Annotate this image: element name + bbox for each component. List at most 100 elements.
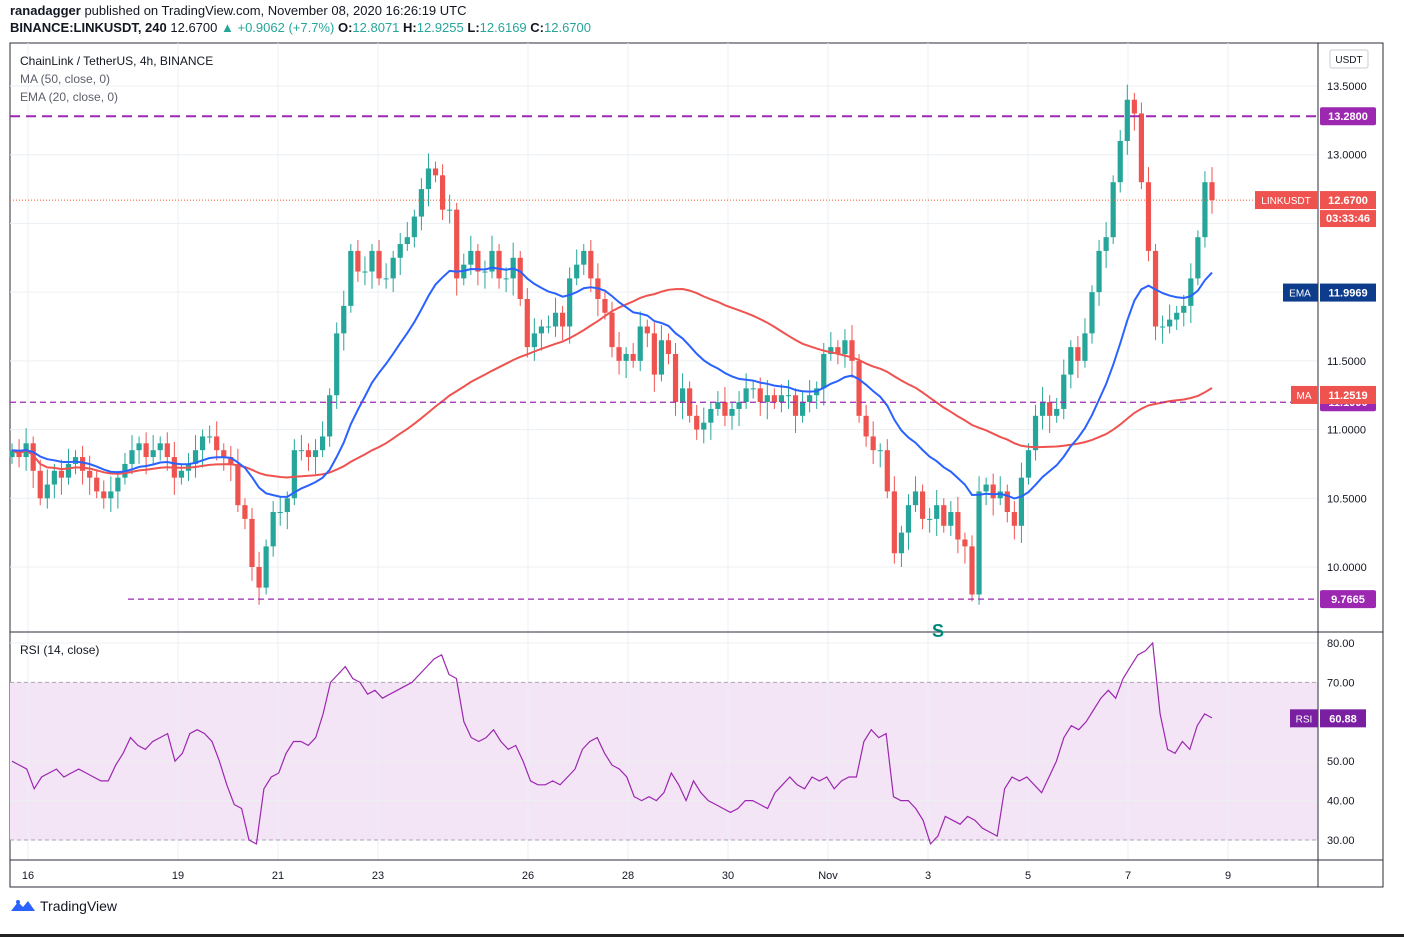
level-tag [1320,107,1376,126]
candle-body [454,209,460,279]
candle-body [687,388,693,416]
ema-legend: EMA (20, close, 0) [20,90,118,104]
candle-body [1188,278,1194,306]
candle-body [108,491,114,499]
tradingview-brand[interactable]: TradingView [10,898,117,914]
candle-body [235,463,241,506]
candle-body [362,271,368,273]
x-tick-label: 23 [372,870,384,882]
y-tick-label: 13.0000 [1327,150,1367,162]
candle-body [602,299,608,313]
candle-body [228,457,234,464]
candle-body [990,484,996,499]
candle-body [1167,319,1173,327]
x-tick-label: 26 [522,870,534,882]
candle-body [72,457,79,464]
candle-body [312,450,319,458]
candle-body [828,347,834,354]
candle-body [468,250,474,265]
level-tag [1320,590,1376,609]
candle-body [439,175,446,210]
candle-body [736,402,742,409]
candle-body [870,436,876,451]
candle-body [1025,450,1032,478]
candle-body [1195,237,1201,279]
rsi-tick-label: 40.00 [1327,796,1355,808]
candle-body [1047,402,1053,416]
candle-body [298,450,305,452]
candle-body [517,257,523,300]
y-tick-label: 13.5000 [1327,81,1367,93]
low-value: 12.6169 [479,20,527,35]
x-tick-label: 7 [1125,870,1131,882]
candle-body [369,250,375,272]
candle-body [348,250,354,306]
candle-body [877,450,883,452]
close-label: C: [530,20,544,35]
candle-body [1209,182,1215,201]
candle-body [785,395,792,397]
candle-body [150,450,156,458]
candle-body [425,168,432,190]
candle-body [65,463,72,478]
candle-body [1117,140,1123,183]
candle-body [1032,415,1039,451]
countdown-tag [1320,210,1376,228]
candle-body [616,347,622,361]
candle-body [432,168,439,176]
candle-body [1145,182,1152,251]
candle-body [101,491,107,499]
x-tick-label: 5 [1025,870,1031,882]
candle-body [807,395,813,403]
price-tag-label: 12.6700 [1328,195,1368,207]
candle-body [319,436,326,451]
candle-body [1138,113,1145,183]
ema-value-label: 11.9969 [1328,288,1367,300]
candle-body [771,395,777,403]
candle-body [694,415,700,430]
candle-body [552,312,559,327]
change-value: ▲ +0.9062 (+7.7%) [221,20,335,35]
candle-body [884,450,890,492]
candle-body [764,395,770,403]
author-name: ranadagger [10,3,81,18]
close-value: 12.6700 [544,20,591,35]
candle-body [129,450,135,464]
candle-body [1096,250,1102,293]
candle-body [503,278,509,280]
candle-body [545,326,552,328]
x-tick-label: 28 [622,870,634,882]
x-tick-label: 21 [272,870,284,882]
candle-body [1124,99,1130,141]
candle-body [588,250,594,279]
brand-label: TradingView [40,898,118,914]
candle-body [856,360,862,416]
candle-body [376,250,382,279]
candle-body [277,512,283,514]
candle-body [404,237,410,245]
candle-body [1061,374,1067,409]
rsi-line [11,641,1213,846]
candle-body [263,546,269,588]
candle-body [383,278,389,280]
rsi-legend: RSI (14, close) [20,643,99,657]
x-tick-label: Nov [818,870,838,882]
candle-body [715,402,721,409]
candle-body [30,443,36,471]
ma-value-tag [1320,385,1376,404]
candle-body [757,388,763,403]
symbol-tag-label: LINKUSDT [1261,196,1310,207]
candle-body [1039,402,1046,416]
candle-body [207,436,213,438]
symbol-label: BINANCE:LINKUSDT, 240 [10,20,167,35]
candle-body [948,512,954,526]
rsi-value-tag [1320,709,1366,728]
candle-body [249,518,255,567]
candle-body [849,340,855,361]
candle-body [1159,326,1166,328]
candle-body [743,388,749,403]
candle-body [136,443,142,451]
candle-body [397,244,403,258]
candle-body [496,250,502,279]
